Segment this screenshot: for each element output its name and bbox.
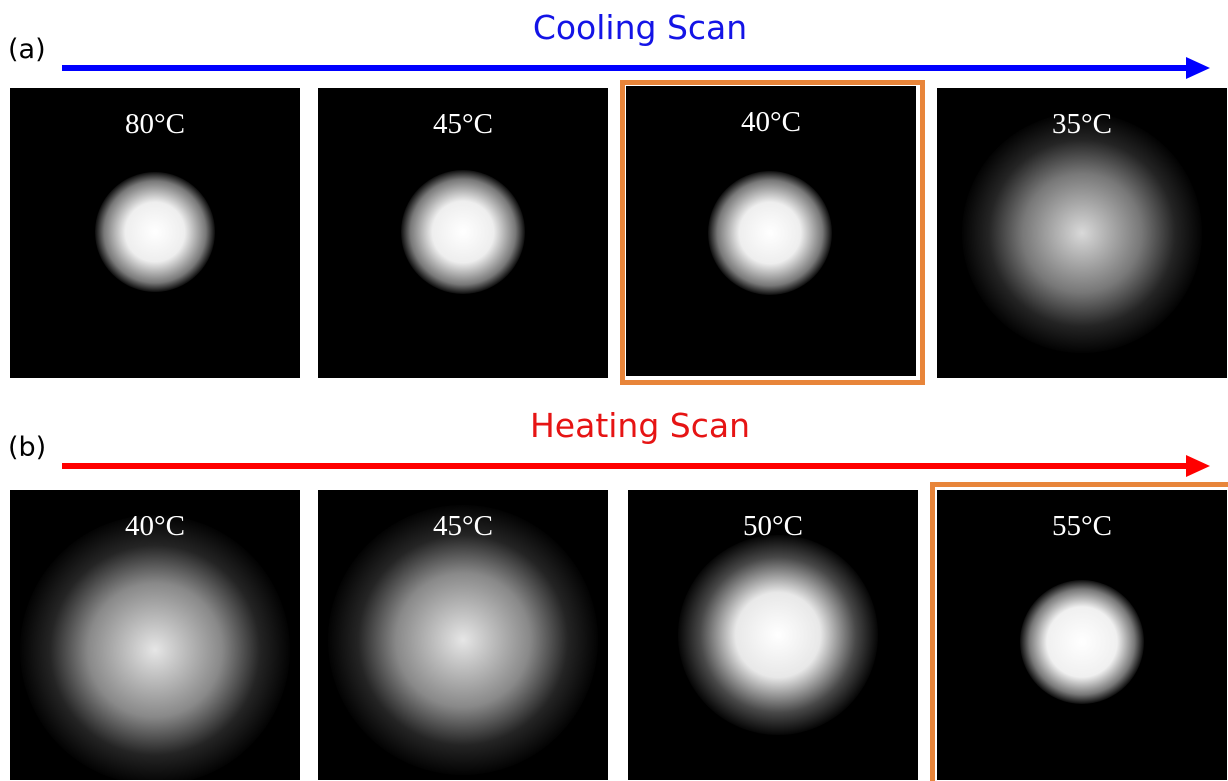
image-panel: 40°C <box>10 490 300 780</box>
figure: (a) Cooling Scan 80°C 45°C 40°C 35°C (b)… <box>0 0 1228 781</box>
temperature-label: 80°C <box>10 108 300 141</box>
beam-spot <box>1020 580 1144 704</box>
image-panel: 45°C <box>318 88 608 378</box>
temperature-label: 55°C <box>937 510 1227 543</box>
beam-spot <box>95 172 215 292</box>
image-panel: 50°C <box>628 490 918 780</box>
heating-arrowhead <box>1186 455 1210 477</box>
image-panel: 40°C <box>626 86 916 376</box>
beam-spot <box>20 515 290 780</box>
beam-spot <box>678 535 878 735</box>
row-title: Cooling Scan <box>0 8 1228 47</box>
temperature-label: 40°C <box>10 510 300 543</box>
beam-spot <box>962 113 1202 353</box>
beam-spot <box>401 170 525 294</box>
beam-spot <box>708 171 832 295</box>
image-panel: 45°C <box>318 490 608 780</box>
temperature-label: 35°C <box>937 108 1227 141</box>
temperature-label: 45°C <box>318 108 608 141</box>
beam-spot <box>328 505 598 775</box>
temperature-label: 45°C <box>318 510 608 543</box>
image-panel: 55°C <box>937 490 1227 780</box>
temperature-label: 50°C <box>628 510 918 543</box>
temperature-label: 40°C <box>626 106 916 139</box>
cooling-arrowhead <box>1186 57 1210 79</box>
image-panel: 35°C <box>937 88 1227 378</box>
image-panel: 80°C <box>10 88 300 378</box>
row-title: Heating Scan <box>0 406 1228 445</box>
